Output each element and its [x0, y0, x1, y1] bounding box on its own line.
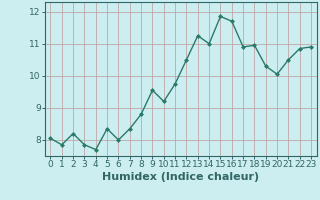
- X-axis label: Humidex (Indice chaleur): Humidex (Indice chaleur): [102, 172, 260, 182]
